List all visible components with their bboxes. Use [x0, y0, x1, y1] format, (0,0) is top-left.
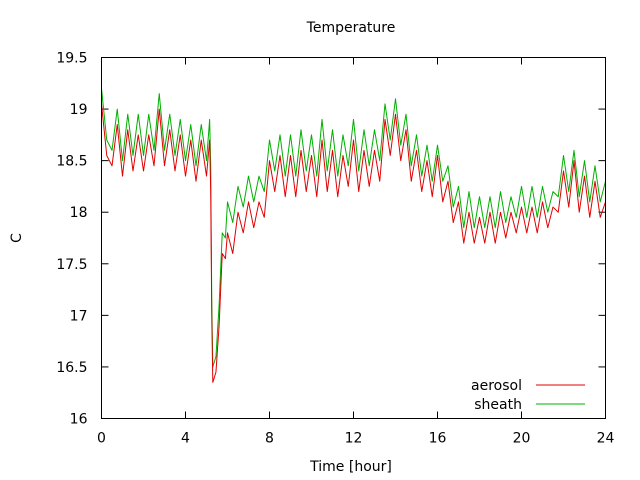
x-tick-label: 24	[597, 431, 615, 447]
x-tick-label: 12	[345, 431, 363, 447]
x-tick-label: 8	[265, 431, 274, 447]
y-axis-label: C	[9, 233, 25, 243]
legend-label-sheath: sheath	[474, 397, 522, 413]
y-tick-label: 18.5	[56, 154, 87, 170]
x-tick-label: 16	[429, 431, 447, 447]
x-axis-ticks: 0 4 8 12 16 20 24	[97, 57, 615, 447]
x-tick-label: 20	[513, 431, 531, 447]
plot-frame	[101, 57, 606, 419]
series-layer	[101, 88, 606, 383]
x-axis-label: Time [hour]	[309, 459, 392, 475]
y-tick-label: 16.5	[56, 360, 87, 376]
y-tick-label: 17	[70, 308, 88, 324]
y-tick-label: 17.5	[56, 257, 87, 273]
legend-label-aerosol: aerosol	[471, 378, 522, 394]
x-tick-label: 4	[181, 431, 190, 447]
y-tick-label: 16	[70, 412, 88, 428]
y-axis-ticks: 16 16.5 17 17.5 18 18.5 19 19.5	[56, 51, 606, 428]
series-line-sheath	[101, 88, 606, 368]
x-tick-label: 0	[97, 431, 106, 447]
legend: aerosol sheath	[471, 378, 585, 413]
y-tick-label: 18	[70, 205, 88, 221]
y-tick-label: 19	[70, 102, 88, 118]
series-line-aerosol	[101, 103, 606, 383]
y-tick-label: 19.5	[56, 51, 87, 67]
chart-title: Temperature	[306, 20, 396, 36]
